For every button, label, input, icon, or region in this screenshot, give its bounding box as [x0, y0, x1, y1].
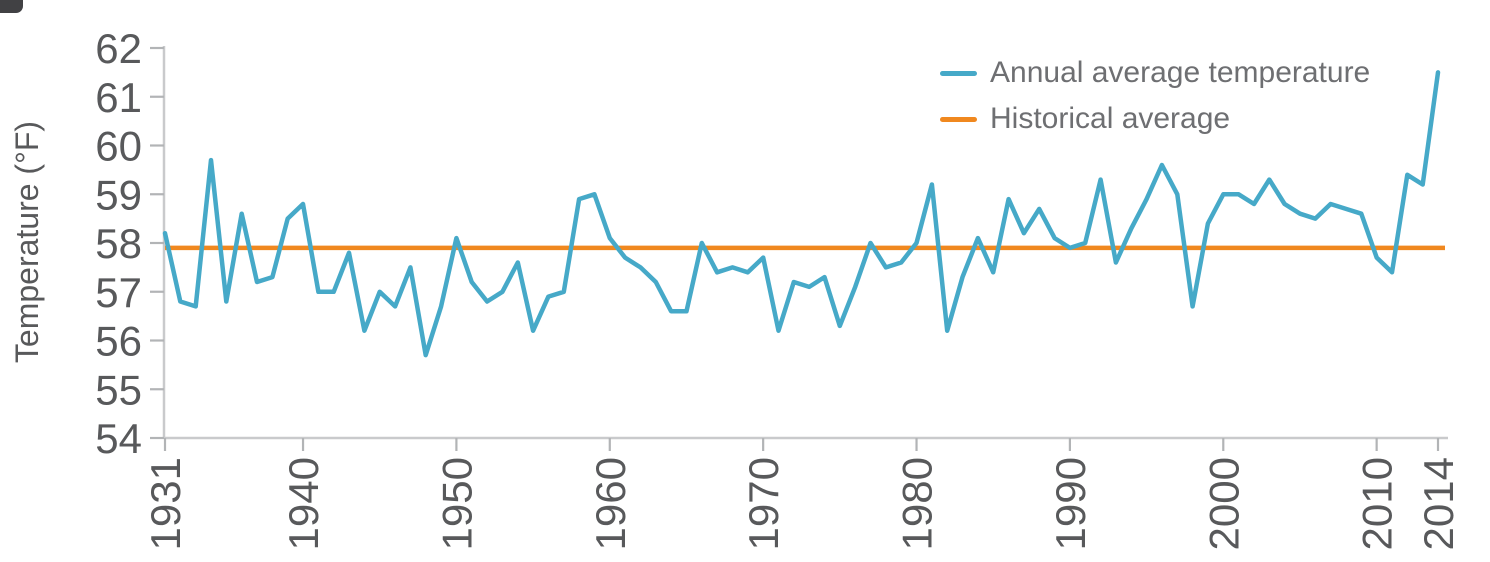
corner-artifact-mark: [0, 0, 23, 13]
x-tick-label: 1931: [142, 457, 189, 550]
x-tick-label: 1980: [894, 457, 941, 550]
y-axis-title: Temperature (°F): [9, 121, 45, 363]
legend: Annual average temperature Historical av…: [940, 50, 1370, 142]
annual-line-swatch: [940, 70, 977, 76]
legend-label-annual: Annual average temperature: [990, 56, 1371, 89]
y-tick-label: 57: [95, 269, 142, 316]
x-tick-label: 2014: [1415, 457, 1462, 550]
y-tick-label: 59: [95, 171, 142, 218]
y-tick-label: 61: [95, 74, 142, 121]
annual-temperature-line: [162, 70, 1441, 358]
legend-item-annual: Annual average temperature: [940, 50, 1370, 96]
y-tick-label: 62: [95, 25, 142, 72]
y-tick-label: 54: [95, 415, 142, 462]
y-tick-label: 60: [95, 123, 142, 170]
x-tick-label: 1960: [587, 457, 634, 550]
y-tick-label: 58: [95, 220, 142, 267]
y-tick-label: 55: [95, 366, 142, 413]
legend-item-historical: Historical average: [940, 96, 1370, 142]
y-tick-label: 56: [95, 318, 142, 365]
legend-label-historical: Historical average: [990, 102, 1231, 135]
x-tick-label: 1950: [433, 457, 480, 550]
x-tick-label: 1970: [740, 457, 787, 550]
historical-line-swatch: [940, 116, 977, 122]
x-tick-label: 1940: [280, 457, 327, 550]
x-tick-label: 2000: [1200, 457, 1247, 550]
x-tick-label: 2010: [1354, 457, 1401, 550]
x-tick-label: 1990: [1047, 457, 1094, 550]
